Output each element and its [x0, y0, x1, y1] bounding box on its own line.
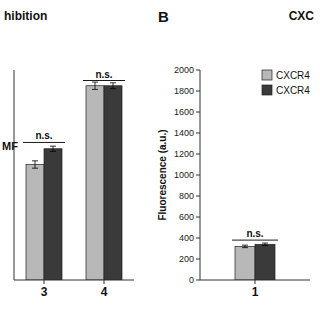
y-tick	[196, 70, 200, 71]
bar	[104, 86, 122, 280]
error-bar	[92, 82, 98, 89]
x-tick-label: 4	[101, 285, 108, 299]
significance-line	[83, 80, 125, 81]
plot-area	[26, 82, 122, 280]
legend: CXCR4 CXCR4	[262, 70, 310, 96]
y-tick-label: 1000	[174, 170, 194, 180]
y-tick	[196, 280, 200, 281]
y-tick-label: 1400	[174, 128, 194, 138]
x-tick-label: 1	[252, 285, 259, 299]
significance-label: n.s.	[35, 130, 52, 141]
x-axis	[14, 280, 134, 281]
y-label: MF	[2, 140, 18, 152]
error-bar	[110, 83, 116, 89]
significance-label: n.s.	[95, 69, 112, 80]
y-tick	[196, 196, 200, 197]
significance-label: n.s.	[246, 228, 263, 239]
y-tick	[196, 133, 200, 134]
y-tick	[196, 175, 200, 176]
legend-swatch	[262, 70, 272, 80]
chart: 3 4 MF hibition n.s. n.s. 1 0 200 400 600 800 1000 12…	[0, 0, 320, 320]
title: CXC	[289, 9, 315, 23]
y-tick	[196, 112, 200, 113]
y-tick-label: 400	[179, 233, 194, 243]
legend-label: CXCR4	[276, 85, 310, 96]
y-tick	[196, 91, 200, 92]
x-tick	[44, 280, 45, 284]
error-bar	[242, 245, 248, 248]
legend-swatch	[262, 85, 272, 95]
bar	[26, 165, 44, 281]
legend-label: CXCR4	[276, 70, 310, 81]
y-tick-label: 200	[179, 254, 194, 264]
x-tick	[104, 280, 105, 284]
error-bar	[50, 146, 56, 151]
x-tick	[255, 280, 256, 284]
y-axis	[14, 70, 15, 280]
y-tick-label: 1600	[174, 107, 194, 117]
y-label: Fluorescence (a.u.)	[157, 129, 168, 220]
y-tick-label: 800	[179, 191, 194, 201]
error-bar	[262, 243, 268, 246]
y-tick	[196, 217, 200, 218]
y-tick-label: 1200	[174, 149, 194, 159]
bar	[235, 246, 255, 280]
panel-label: B	[158, 8, 169, 25]
significance-line	[23, 142, 65, 143]
error-bar	[32, 161, 38, 168]
significance-line	[232, 240, 278, 241]
y-tick-label: 1800	[174, 86, 194, 96]
bar	[44, 149, 62, 280]
y-tick-label: 600	[179, 212, 194, 222]
x-tick-label: 3	[41, 285, 48, 299]
title: hibition	[4, 9, 47, 23]
bar	[255, 244, 275, 280]
y-tick	[196, 154, 200, 155]
y-tick-label: 0	[189, 275, 194, 285]
y-tick	[196, 238, 200, 239]
plot-area	[235, 243, 275, 280]
bar	[86, 86, 104, 280]
y-tick	[196, 259, 200, 260]
y-tick-label: 2000	[174, 65, 194, 75]
